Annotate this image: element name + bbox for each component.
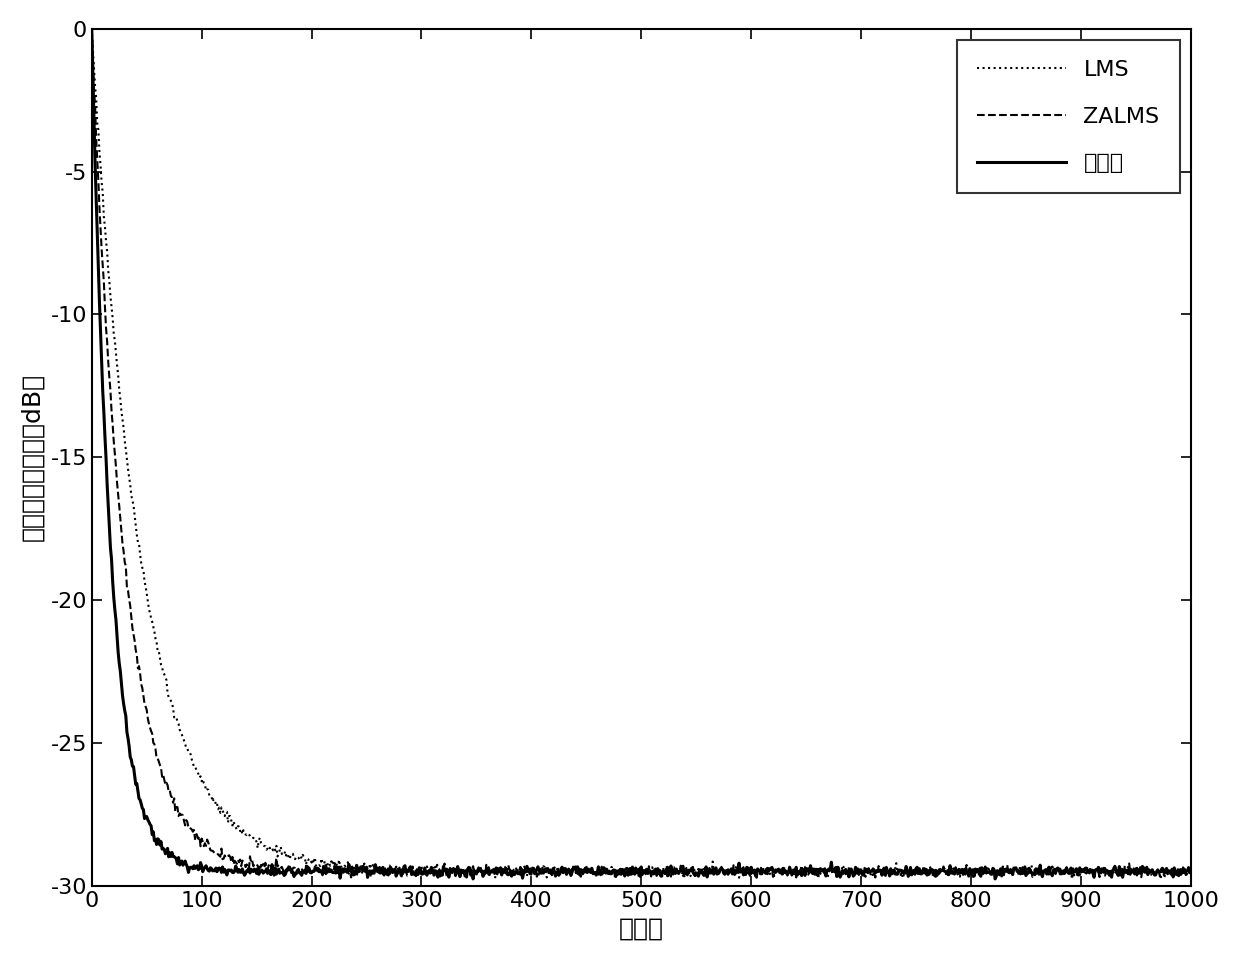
ZALMS bbox=[1056, 863, 1071, 875]
LMS bbox=[981, 863, 996, 875]
ZALMS bbox=[1131, 867, 1146, 878]
本发明 bbox=[982, 866, 997, 877]
Line: 本发明: 本发明 bbox=[92, 29, 1190, 879]
X-axis label: 采样点: 采样点 bbox=[619, 916, 663, 940]
LMS bbox=[1131, 865, 1146, 876]
ZALMS bbox=[308, 861, 322, 873]
ZALMS bbox=[84, 23, 99, 35]
LMS bbox=[1183, 866, 1198, 877]
本发明 bbox=[151, 834, 166, 846]
LMS bbox=[1055, 868, 1070, 879]
本发明 bbox=[308, 865, 322, 876]
LMS bbox=[151, 646, 166, 657]
LMS bbox=[940, 871, 955, 882]
本发明 bbox=[1183, 866, 1198, 877]
Y-axis label: 归一化稳态失调（dB）: 归一化稳态失调（dB） bbox=[21, 373, 45, 541]
LMS bbox=[84, 23, 99, 35]
ZALMS bbox=[1183, 865, 1198, 876]
LMS bbox=[1065, 874, 1080, 885]
LMS bbox=[308, 851, 322, 863]
Line: ZALMS: ZALMS bbox=[92, 29, 1190, 877]
本发明 bbox=[84, 23, 99, 35]
Legend: LMS, ZALMS, 本发明: LMS, ZALMS, 本发明 bbox=[957, 40, 1179, 193]
本发明 bbox=[1131, 868, 1146, 879]
Line: LMS: LMS bbox=[92, 29, 1190, 879]
ZALMS bbox=[151, 755, 166, 767]
ZALMS bbox=[678, 872, 693, 883]
ZALMS bbox=[982, 865, 997, 876]
本发明 bbox=[941, 867, 956, 878]
本发明 bbox=[466, 874, 481, 885]
本发明 bbox=[1056, 868, 1071, 879]
ZALMS bbox=[941, 870, 956, 881]
